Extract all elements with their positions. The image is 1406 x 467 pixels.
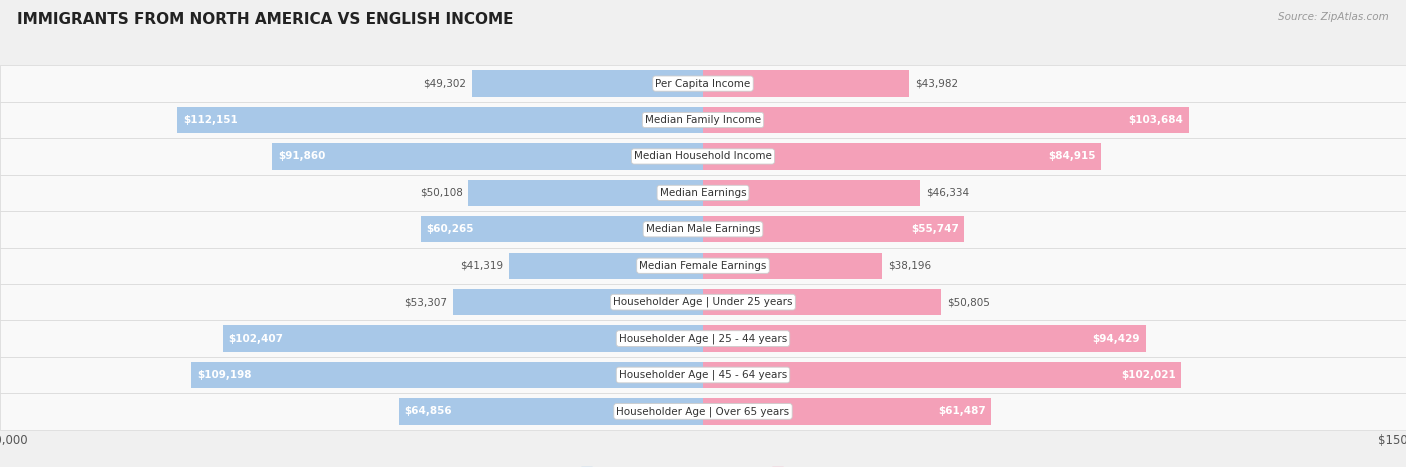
Bar bbox=[0, 320, 1406, 357]
Text: $94,429: $94,429 bbox=[1092, 333, 1140, 344]
Text: Source: ZipAtlas.com: Source: ZipAtlas.com bbox=[1278, 12, 1389, 21]
Text: Householder Age | 45 - 64 years: Householder Age | 45 - 64 years bbox=[619, 370, 787, 380]
Bar bbox=[703, 325, 1146, 352]
Bar bbox=[703, 107, 1189, 133]
Text: IMMIGRANTS FROM NORTH AMERICA VS ENGLISH INCOME: IMMIGRANTS FROM NORTH AMERICA VS ENGLISH… bbox=[17, 12, 513, 27]
Bar bbox=[0, 211, 1406, 248]
Bar bbox=[703, 253, 882, 279]
Bar bbox=[0, 284, 1406, 320]
Text: Median Earnings: Median Earnings bbox=[659, 188, 747, 198]
Text: $49,302: $49,302 bbox=[423, 78, 467, 89]
Bar bbox=[0, 393, 1406, 430]
Text: $50,805: $50,805 bbox=[946, 297, 990, 307]
Legend: Immigrants from North America, English: Immigrants from North America, English bbox=[576, 462, 830, 467]
Text: $84,915: $84,915 bbox=[1047, 151, 1095, 162]
Text: Median Male Earnings: Median Male Earnings bbox=[645, 224, 761, 234]
Text: $103,684: $103,684 bbox=[1129, 115, 1184, 125]
Text: Householder Age | Over 65 years: Householder Age | Over 65 years bbox=[616, 406, 790, 417]
Bar bbox=[399, 398, 703, 425]
Bar bbox=[0, 248, 1406, 284]
Bar bbox=[177, 107, 703, 133]
Text: Per Capita Income: Per Capita Income bbox=[655, 78, 751, 89]
Text: $102,407: $102,407 bbox=[229, 333, 284, 344]
Bar bbox=[0, 357, 1406, 393]
Bar bbox=[703, 143, 1101, 170]
Text: $64,856: $64,856 bbox=[405, 406, 453, 417]
Bar bbox=[420, 216, 703, 242]
Bar bbox=[703, 362, 1181, 388]
Bar bbox=[703, 289, 941, 315]
Bar bbox=[224, 325, 703, 352]
Bar bbox=[703, 398, 991, 425]
Text: Median Household Income: Median Household Income bbox=[634, 151, 772, 162]
Bar bbox=[472, 71, 703, 97]
Bar bbox=[0, 175, 1406, 211]
Text: $41,319: $41,319 bbox=[461, 261, 503, 271]
Bar bbox=[0, 138, 1406, 175]
Text: $53,307: $53,307 bbox=[405, 297, 447, 307]
Text: Median Family Income: Median Family Income bbox=[645, 115, 761, 125]
Text: $109,198: $109,198 bbox=[197, 370, 252, 380]
Text: $50,108: $50,108 bbox=[419, 188, 463, 198]
Bar bbox=[453, 289, 703, 315]
Bar bbox=[703, 71, 910, 97]
Bar bbox=[703, 216, 965, 242]
Text: $43,982: $43,982 bbox=[915, 78, 957, 89]
Text: $46,334: $46,334 bbox=[925, 188, 969, 198]
Bar bbox=[273, 143, 703, 170]
Text: Householder Age | Under 25 years: Householder Age | Under 25 years bbox=[613, 297, 793, 307]
Bar bbox=[191, 362, 703, 388]
Bar bbox=[703, 180, 920, 206]
Text: Householder Age | 25 - 44 years: Householder Age | 25 - 44 years bbox=[619, 333, 787, 344]
Text: $55,747: $55,747 bbox=[911, 224, 959, 234]
Bar bbox=[509, 253, 703, 279]
Text: $102,021: $102,021 bbox=[1121, 370, 1175, 380]
Text: $91,860: $91,860 bbox=[278, 151, 325, 162]
Text: $112,151: $112,151 bbox=[183, 115, 238, 125]
Text: $60,265: $60,265 bbox=[426, 224, 474, 234]
Bar bbox=[468, 180, 703, 206]
Bar bbox=[0, 102, 1406, 138]
Text: Median Female Earnings: Median Female Earnings bbox=[640, 261, 766, 271]
Text: $61,487: $61,487 bbox=[938, 406, 986, 417]
Text: $38,196: $38,196 bbox=[887, 261, 931, 271]
Bar bbox=[0, 65, 1406, 102]
